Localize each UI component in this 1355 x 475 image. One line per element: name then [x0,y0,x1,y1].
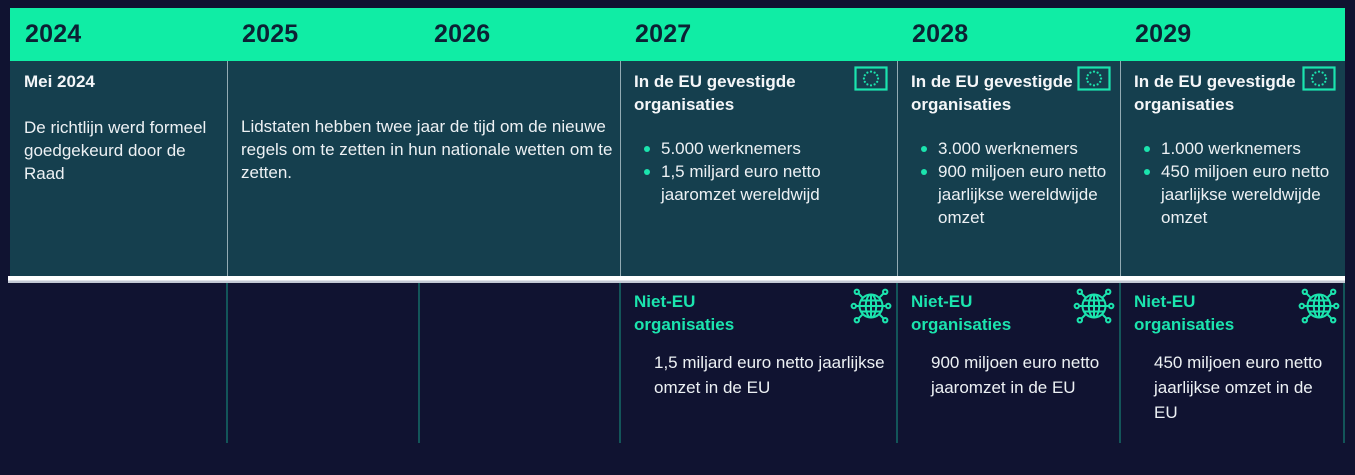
non-eu-title: Niet-EU organisaties [1134,292,1235,334]
column-divider [897,61,898,276]
non-eu-organisations-section: Niet-EU organisaties 1,5 milja [10,283,1345,443]
bullet-item: 900 miljoen euro netto jaarlijkse wereld… [921,160,1116,229]
eu-org-bullets: 3.000 werknemers 900 miljoen euro netto … [921,137,1116,229]
non-eu-card-2027: Niet-EU organisaties 1,5 milja [620,283,897,443]
milestone-body: Lidstaten hebben twee jaar de tijd om de… [241,117,613,182]
column-divider [619,283,621,443]
eu-org-title: In de EU gevestigde organisaties [1134,72,1296,114]
bullet-text: 450 miljoen euro netto jaarlijkse wereld… [1161,162,1330,227]
column-divider [418,283,420,443]
bullet-dot-icon [921,169,927,175]
milestone-body: De richtlijn werd formeel goedgekeurd do… [24,118,207,183]
non-eu-card-2028: Niet-EU organisaties 900 miljo [897,283,1120,443]
eu-organisations-section: Mei 2024 De richtlijn werd formeel goedg… [10,61,1345,276]
eu-org-card-2028: In de EU gevestigde organisaties 3.000 w… [897,61,1120,276]
bullet-dot-icon [921,146,927,152]
year-header-2029: 2029 [1135,20,1192,48]
bullet-text: 3.000 werknemers [938,139,1078,158]
year-header-2026: 2026 [434,20,491,48]
column-divider [227,61,228,276]
eu-org-card-2029: In de EU gevestigde organisaties 1.000 w… [1120,61,1345,276]
bullet-dot-icon [644,169,650,175]
bullet-item: 1.000 werknemers [1144,137,1341,160]
non-eu-title: Niet-EU organisaties [911,292,1012,334]
milestone-2024: Mei 2024 De richtlijn werd formeel goedg… [10,61,227,276]
bullet-dot-icon [1144,169,1150,175]
bullet-item: 1,5 miljard euro netto jaaromzet wereldw… [644,160,893,206]
column-divider [1119,283,1121,443]
year-header-2024: 2024 [25,20,82,48]
bullet-item: 3.000 werknemers [921,137,1116,160]
globe-icon [1073,285,1115,327]
eu-flag-icon [1077,66,1111,91]
bullet-text: 5.000 werknemers [661,139,801,158]
section-divider [8,276,1345,283]
globe-icon [850,285,892,327]
non-eu-title: Niet-EU organisaties [634,292,735,334]
eu-flag-icon [854,66,888,91]
year-header-2025: 2025 [242,20,299,48]
non-eu-body: 1,5 miljard euro netto jaarlijkse omzet … [654,353,885,397]
eu-flag-icon [1302,66,1336,91]
year-header-2028: 2028 [912,20,969,48]
bullet-dot-icon [1144,146,1150,152]
non-eu-card-2029: Niet-EU organisaties 450 miljo [1120,283,1345,443]
eu-org-title: In de EU gevestigde organisaties [634,72,796,114]
column-divider [896,283,898,443]
bullet-text: 1,5 miljard euro netto jaaromzet wereldw… [661,162,821,204]
bullet-item: 450 miljoen euro netto jaarlijkse wereld… [1144,160,1341,229]
eu-org-bullets: 1.000 werknemers 450 miljoen euro netto … [1144,137,1341,229]
bullet-text: 1.000 werknemers [1161,139,1301,158]
bullet-text: 900 miljoen euro netto jaarlijkse wereld… [938,162,1107,227]
column-divider [620,61,621,276]
milestone-title: Mei 2024 [24,72,95,91]
eu-org-bullets: 5.000 werknemers 1,5 miljard euro netto … [644,137,893,206]
milestone-2025-2026: Lidstaten hebben twee jaar de tijd om de… [227,61,620,276]
non-eu-body: 450 miljoen euro netto jaarlijkse omzet … [1154,353,1323,422]
column-divider [1343,283,1345,443]
year-header-band: 2024 2025 2026 2027 2028 2029 [10,8,1345,61]
bullet-dot-icon [644,146,650,152]
eu-org-title: In de EU gevestigde organisaties [911,72,1073,114]
eu-org-card-2027: In de EU gevestigde organisaties 5.000 w… [620,61,897,276]
non-eu-body: 900 miljoen euro netto jaaromzet in de E… [931,353,1100,397]
bullet-item: 5.000 werknemers [644,137,893,160]
column-divider [1120,61,1121,276]
column-divider [226,283,228,443]
year-header-2027: 2027 [635,20,692,48]
globe-icon [1298,285,1340,327]
